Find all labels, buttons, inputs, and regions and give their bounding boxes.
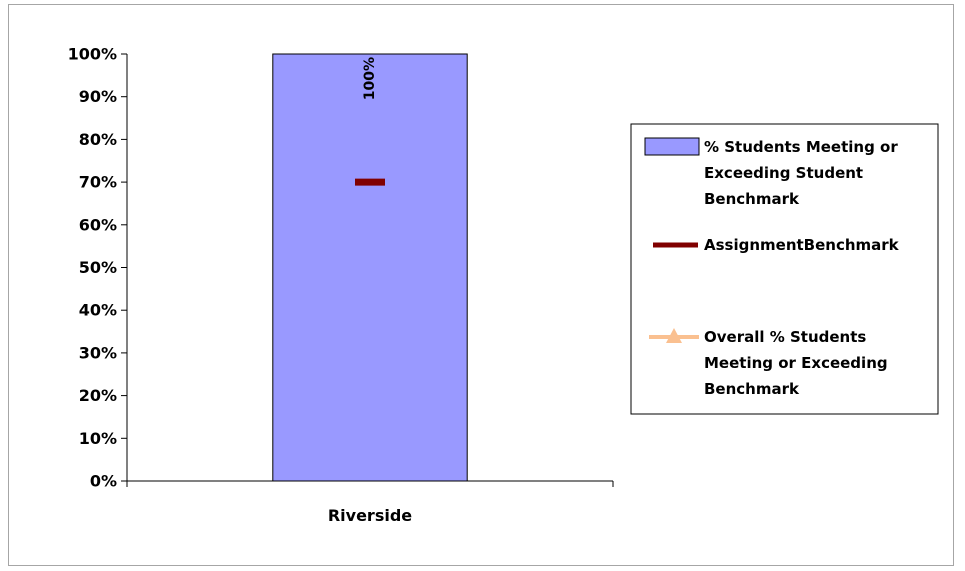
legend-label: AssignmentBenchmark [704,236,900,254]
y-tick-label: 20% [79,386,117,405]
y-tick-label: 100% [68,45,117,64]
legend-label: % Students Meeting or [704,138,898,156]
y-tick-label: 60% [79,215,117,234]
chart-svg: 100% 0% 10% 20% 30% 40% 50% 60% 70% 80% 90% 100% Riv… [68,45,939,525]
legend: % Students Meeting or Exceeding Student Be… [630,123,939,415]
y-tick-label: 30% [79,343,117,362]
legend-bar-swatch [644,137,700,156]
y-tick-label: 10% [79,429,117,448]
legend-label: Exceeding Student [704,164,863,182]
legend-label: Benchmark [704,190,800,208]
legend-label: Meeting or Exceeding [704,354,888,372]
legend-label: Benchmark [704,380,800,398]
y-tick-label: 0% [90,472,117,491]
bar-riverside [272,53,468,482]
y-tick-label: 90% [79,87,117,106]
x-tick-label: Riverside [328,506,412,525]
y-tick-label: 40% [79,301,117,320]
chart-frame: 100% 0% 10% 20% 30% 40% 50% 60% 70% 80% 90% 100% Riv… [8,4,954,566]
y-tick-label: 80% [79,130,117,149]
bar-data-label: 100% [362,57,378,100]
triangle-icon [666,328,682,343]
legend-box [630,123,939,415]
y-tick-label: 70% [79,173,117,192]
plot-area: 100% 0% 10% 20% 30% 40% 50% 60% 70% 80% 90% 100% Riv… [68,45,614,525]
legend-label: Overall % Students [704,328,866,346]
y-tick-label: 50% [79,258,117,277]
